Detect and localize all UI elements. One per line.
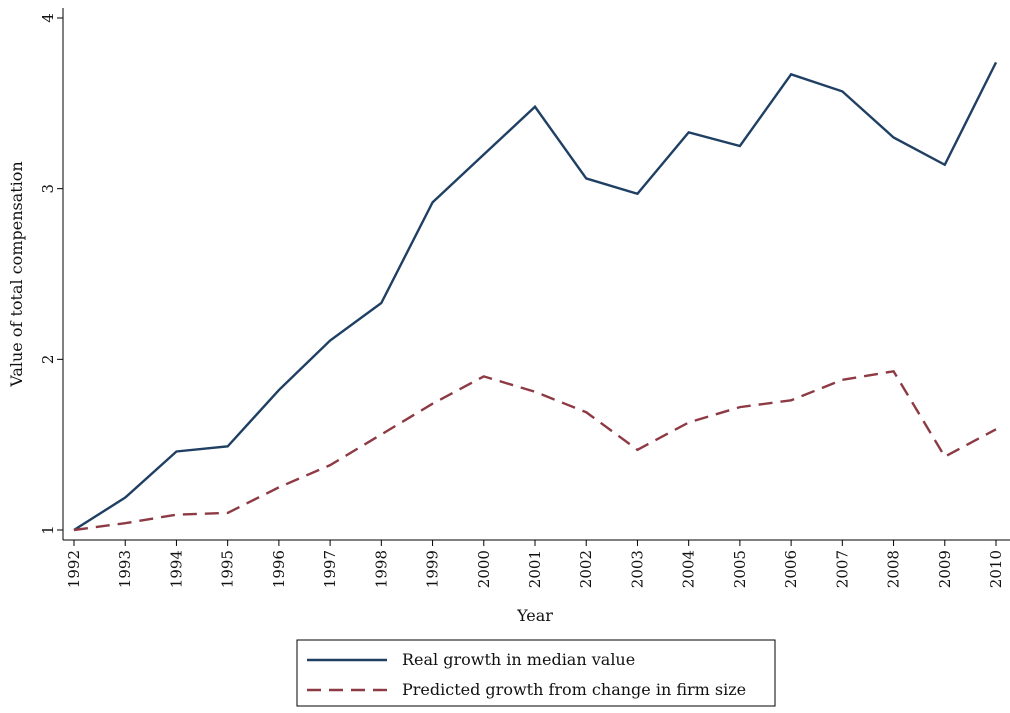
x-tick-label: 2001 [526, 550, 544, 588]
y-tick-label: 4 [39, 13, 57, 23]
x-tick-label: 2006 [782, 550, 800, 588]
x-tick-label: 1999 [424, 550, 442, 588]
x-tick-label: 1993 [116, 550, 134, 588]
x-tick-label: 2004 [680, 550, 698, 588]
axes: 1 2 3 4 1992 1993 1994 1995 1996 1997 1998 1999 200… [39, 8, 1010, 588]
x-tick-label: 2003 [628, 550, 646, 588]
legend-label-predicted-growth: Predicted growth from change in firm siz… [402, 680, 746, 699]
x-tick-label: 2000 [475, 550, 493, 588]
x-tick-label: 1998 [372, 550, 390, 588]
x-tick-label: 1997 [321, 550, 339, 588]
x-tick-label: 1992 [65, 550, 83, 588]
y-tick-label: 2 [39, 355, 57, 365]
x-axis-ticks: 1992 1993 1994 1995 1996 1997 1998 1999 2000 2001… [65, 540, 1005, 588]
x-tick-label: 2010 [987, 550, 1005, 588]
series-line-0 [73, 61, 998, 532]
x-tick-label: 2008 [885, 550, 903, 588]
legend-box [296, 639, 776, 707]
y-tick-label: 1 [39, 525, 57, 535]
x-tick-label: 2002 [577, 550, 595, 588]
series-layer [73, 61, 998, 532]
x-tick-label: 2005 [731, 550, 749, 588]
series-line-1 [73, 369, 997, 532]
x-tick-label: 1994 [167, 550, 185, 588]
y-axis-ticks: 1 2 3 4 [39, 13, 63, 535]
x-tick-label: 1996 [270, 550, 288, 588]
x-tick-label: 2007 [833, 550, 851, 588]
legend: Real growth in median value Predicted gr… [296, 639, 776, 707]
y-axis-title: Value of total compensation [7, 161, 26, 388]
x-tick-label: 1995 [219, 550, 237, 588]
legend-label-real-growth: Real growth in median value [402, 650, 635, 669]
x-axis-title: Year [516, 606, 553, 625]
y-tick-label: 3 [39, 184, 57, 194]
x-tick-label: 2009 [936, 550, 954, 588]
